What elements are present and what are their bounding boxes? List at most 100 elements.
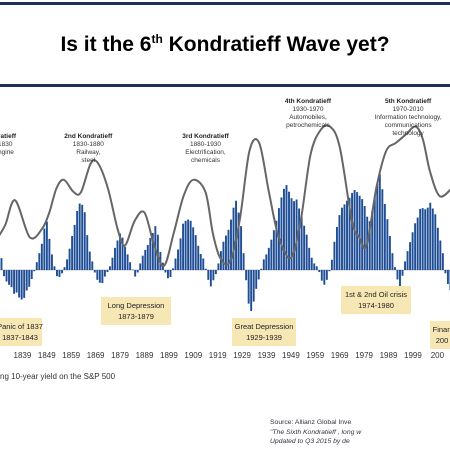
crisis-label: Panic of 1837 1837-1843	[0, 318, 43, 346]
bar	[270, 239, 273, 270]
crisis-label-text: 1873-1879	[118, 312, 154, 321]
title-superscript: th	[151, 32, 163, 46]
bar	[207, 270, 210, 280]
wave-label-line: 1880-1930	[190, 141, 221, 148]
bar	[149, 238, 152, 270]
bar	[134, 270, 137, 277]
bar	[156, 234, 159, 270]
wave-label-line: steel	[81, 157, 95, 164]
title-bottom-rule	[0, 84, 450, 87]
bar	[0, 258, 3, 270]
wave-label-line: Electrification,	[185, 149, 226, 156]
bar	[441, 253, 444, 270]
bar	[101, 270, 104, 284]
wave-label-line: communications	[385, 122, 433, 129]
bar	[313, 263, 316, 270]
x-tick-label: 1859	[62, 351, 80, 360]
bar	[285, 185, 288, 270]
bar	[106, 270, 109, 273]
bar	[346, 200, 348, 270]
bar	[86, 235, 89, 270]
bar	[383, 203, 386, 270]
crisis-box	[430, 321, 450, 349]
bar	[18, 270, 21, 298]
bar	[431, 208, 434, 270]
bar	[257, 270, 260, 280]
bar	[25, 270, 28, 291]
x-tick-label: 1939	[258, 351, 276, 360]
x-tick-label: 1909	[184, 351, 202, 360]
bar	[184, 220, 187, 270]
bar	[179, 238, 182, 270]
bar	[212, 270, 215, 281]
wave-curve	[0, 124, 450, 267]
bar	[48, 238, 51, 270]
x-tick-labels-layer: 1839 1849 1859 1869 1879 1889 1899 1909 1919 1929…	[14, 351, 445, 360]
crisis-label-text: 200	[436, 336, 449, 345]
wave-label-line: technology	[392, 130, 424, 137]
bar	[381, 189, 384, 270]
bar	[388, 235, 391, 270]
bar	[10, 270, 13, 288]
x-tick-label: 1969	[331, 351, 349, 360]
crisis-label-text: Long Depression	[108, 301, 165, 310]
bar	[247, 270, 250, 304]
bar	[182, 223, 185, 270]
bar	[23, 270, 26, 298]
bar	[194, 235, 197, 270]
bar	[421, 208, 424, 270]
crisis-labels-layer: Panic of 1837 1837-1843 Long Depression 187…	[0, 286, 450, 349]
bar	[436, 227, 439, 270]
bar	[303, 225, 306, 270]
bar	[187, 219, 190, 270]
bar	[356, 192, 359, 270]
bar	[341, 207, 343, 270]
bar	[28, 270, 31, 287]
bar	[426, 207, 429, 270]
bar	[315, 266, 318, 270]
crisis-label-text: 1974-1980	[358, 301, 394, 310]
bar	[139, 263, 142, 270]
bar	[61, 270, 63, 274]
bar	[141, 255, 144, 270]
bar	[434, 214, 437, 270]
bar	[262, 259, 265, 270]
source-note: Source: Allianz Global Inve "The Sixth K…	[270, 418, 450, 447]
wave-label-line: ratieff	[0, 133, 17, 140]
bar	[328, 270, 331, 272]
bar	[444, 270, 447, 274]
bar	[404, 261, 406, 270]
wave-label-line: 3rd Kondratieff	[182, 133, 229, 140]
x-tick-label: 1839	[14, 351, 32, 360]
bar	[230, 219, 232, 270]
wave-label-line: 1930-1970	[292, 106, 323, 113]
crisis-label: Great Depression 1929-1939	[232, 318, 296, 346]
bar	[121, 237, 124, 270]
bar	[240, 226, 243, 270]
wave-labels-layer: ratieff1830ngine 2nd Kondratieff1830-1880…	[0, 98, 442, 164]
x-tick-label: 1989	[380, 351, 398, 360]
bar	[419, 208, 422, 270]
bar	[250, 270, 253, 311]
x-tick-label: 1899	[160, 351, 178, 360]
bar	[260, 268, 263, 270]
bar	[13, 270, 16, 294]
bar	[401, 270, 404, 276]
bar	[310, 257, 313, 270]
bar	[76, 210, 79, 270]
bar	[338, 215, 341, 270]
bar	[371, 210, 374, 270]
bar	[43, 228, 46, 270]
bar	[124, 246, 127, 270]
bar	[192, 227, 195, 270]
bar	[393, 267, 396, 270]
wave-label-line: 1830-1880	[73, 141, 104, 148]
bar	[288, 191, 290, 270]
bar	[267, 247, 270, 270]
crisis-label-text: 1929-1939	[246, 333, 282, 342]
bar	[376, 183, 379, 270]
wave-label-line: Information technology,	[375, 114, 442, 121]
bar	[308, 247, 311, 270]
bar	[53, 266, 56, 270]
bar	[396, 270, 399, 280]
